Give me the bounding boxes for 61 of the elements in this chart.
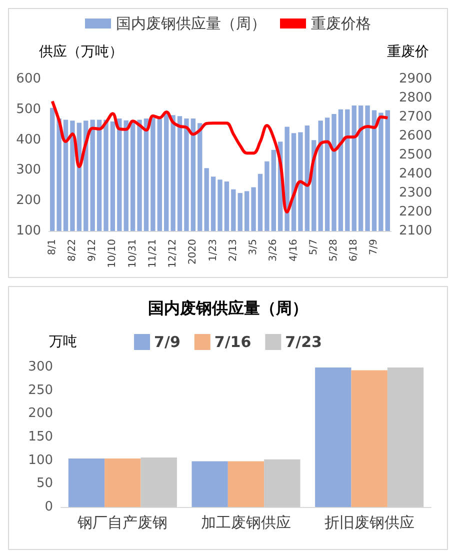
y-tick-label: 100 xyxy=(28,452,53,468)
x-tick-label: 1/23 xyxy=(208,239,219,262)
y-tick-label: 300 xyxy=(16,162,41,178)
x-tick-label: 8/1 xyxy=(46,239,58,256)
y-tick-label: 200 xyxy=(28,406,53,422)
y2-tick-label: 2300 xyxy=(399,186,432,200)
y-tick-label: 400 xyxy=(16,132,41,148)
x-tick-label: 折旧废钢供应 xyxy=(324,514,414,532)
x-tick-label: 8/22 xyxy=(66,239,78,262)
x-tick-label: 5/28 xyxy=(328,239,340,262)
y-axis-title: 供应（万吨） xyxy=(39,44,123,60)
x-tick-label: 3/5 xyxy=(248,239,260,256)
y2-tick-label: 2600 xyxy=(399,128,432,144)
x-tick-label: 钢厂自产废钢 xyxy=(76,514,168,532)
x-tick-label: 2/13 xyxy=(228,239,239,262)
y-tick-label: 250 xyxy=(28,382,53,398)
bar xyxy=(140,458,177,507)
chart-title: 国内废钢供应量（周） xyxy=(148,298,308,318)
y-tick-label: 500 xyxy=(16,102,41,117)
y2-tick-label: 2100 xyxy=(399,224,432,238)
legend-label: 7/16 xyxy=(214,333,252,351)
legend-label: 7/9 xyxy=(154,333,180,351)
y2-tick-label: 2200 xyxy=(399,204,432,220)
x-tick-label: 10/10 xyxy=(107,239,118,268)
y-axis-title: 万吨 xyxy=(49,334,77,350)
legend-label: 重废价格 xyxy=(311,14,371,32)
y-tick-label: 200 xyxy=(16,193,41,208)
y2-tick-label: 2500 xyxy=(399,148,432,162)
x-tick-label: 6/18 xyxy=(348,239,360,262)
y2-tick-label: 2700 xyxy=(399,110,432,124)
y-tick-label: 0 xyxy=(44,500,53,514)
x-tick-label: 11/21 xyxy=(147,239,158,268)
x-tick-label: 加工废钢供应 xyxy=(201,514,291,532)
legend-label: 7/23 xyxy=(285,333,322,351)
y-tick-label: 150 xyxy=(28,430,53,444)
bar xyxy=(192,461,228,507)
x-tick-label: 3/26 xyxy=(268,239,280,262)
line-series xyxy=(50,100,390,214)
x-tick-label: 2020 xyxy=(188,239,199,264)
x-tick-label: 12/12 xyxy=(168,239,179,268)
bar xyxy=(351,370,388,507)
bar xyxy=(264,459,300,507)
x-tick-label: 5/7 xyxy=(308,239,320,256)
bar xyxy=(315,367,352,507)
x-tick-label: 7/9 xyxy=(368,239,380,256)
x-tick-label: 4/16 xyxy=(288,239,300,262)
y2-tick-label: 2900 xyxy=(399,72,432,86)
y-tick-label: 300 xyxy=(28,360,53,374)
y2-tick-label: 2800 xyxy=(399,90,432,106)
y2-axis-title: 重废价 xyxy=(387,44,429,60)
bar xyxy=(228,461,264,507)
bar xyxy=(104,458,141,507)
bar xyxy=(387,367,424,507)
y-tick-label: 50 xyxy=(36,476,53,492)
y2-tick-label: 2400 xyxy=(399,166,432,182)
y-tick-label: 100 xyxy=(16,224,41,238)
bar xyxy=(68,458,105,507)
y-tick-label: 600 xyxy=(16,72,41,86)
x-tick-label: 9/12 xyxy=(87,239,98,262)
x-tick-label: 10/31 xyxy=(127,239,138,268)
legend-label: 国内废钢供应量（周） xyxy=(116,14,266,32)
